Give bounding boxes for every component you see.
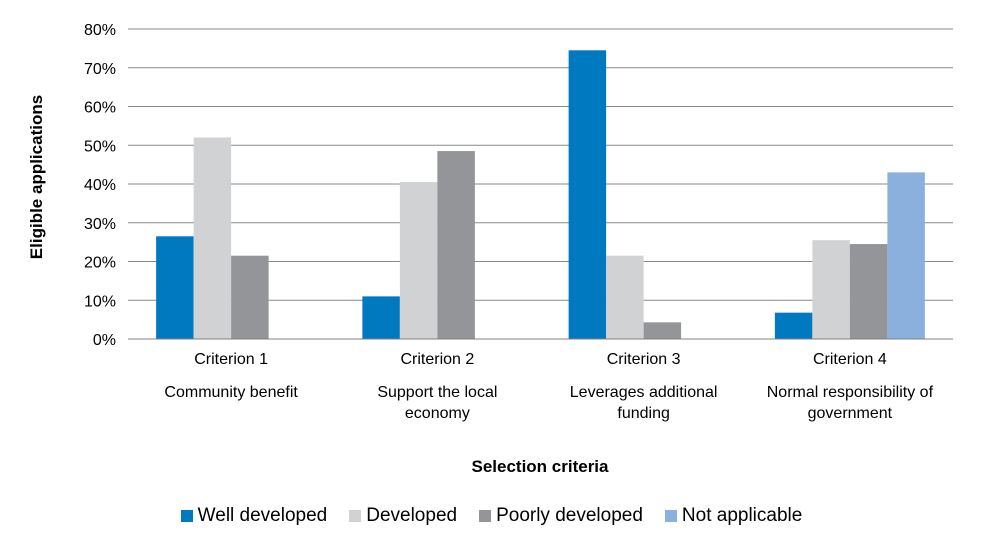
y-tick-label: 0% <box>93 332 116 349</box>
legend-item: Developed <box>349 505 457 527</box>
x-category-description: Leverages additional <box>570 384 718 401</box>
bar-poorly-developed <box>437 151 475 339</box>
legend-swatch <box>180 510 193 522</box>
bar-well-developed <box>568 50 607 339</box>
bar-chart: 0% 10% 20% 30% 40% 50% 60% 70% 80% Criterion 1 Co… <box>27 22 953 476</box>
bar-well-developed <box>156 236 194 339</box>
x-category-description: Community benefit <box>164 384 298 401</box>
x-category-description: government <box>808 405 893 422</box>
legend-swatch <box>479 510 492 522</box>
bar-poorly-developed <box>643 322 682 339</box>
x-category-label: Criterion 4 <box>813 351 887 368</box>
y-tick-label: 20% <box>84 255 116 272</box>
y-tick-label: 10% <box>84 293 116 310</box>
bar-well-developed <box>362 296 400 339</box>
bar-poorly-developed <box>849 244 888 339</box>
bar-developed <box>812 240 850 339</box>
x-category-description: Normal responsibility of <box>767 384 934 401</box>
y-tick-label: 50% <box>84 138 116 155</box>
legend: Well developed Developed Poorly developed N… <box>0 503 983 529</box>
x-axis-categories: Criterion 1 Community benefit Criterion 2 S… <box>164 351 933 422</box>
x-category-description: funding <box>617 405 670 422</box>
y-tick-label: 60% <box>84 100 116 117</box>
bar-developed <box>193 137 232 339</box>
bar-developed <box>606 255 644 339</box>
y-tick-label: 80% <box>84 22 116 39</box>
x-category-label: Criterion 1 <box>194 351 268 368</box>
bar-developed <box>399 182 438 339</box>
y-axis-title: Eligible applications <box>27 95 46 259</box>
bars <box>156 50 925 339</box>
legend-label: Poorly developed <box>496 505 643 526</box>
y-tick-label: 70% <box>84 61 116 78</box>
x-category-description: Support the local <box>377 384 497 401</box>
legend-item: Well developed <box>180 505 328 527</box>
y-axis-ticks: 0% 10% 20% 30% 40% 50% 60% 70% 80% <box>84 22 116 349</box>
legend-swatch <box>349 510 362 522</box>
bar-not-applicable <box>887 172 925 339</box>
bar-poorly-developed <box>231 255 269 339</box>
y-tick-label: 40% <box>84 177 116 194</box>
x-category-label: Criterion 3 <box>607 351 681 368</box>
legend-item: Not applicable <box>664 505 803 527</box>
legend-swatch <box>664 510 677 522</box>
legend-label: Developed <box>366 505 458 526</box>
x-category-description: economy <box>405 405 470 422</box>
legend-label: Well developed <box>197 505 328 526</box>
legend-item: Poorly developed <box>479 505 643 527</box>
x-category-label: Criterion 2 <box>400 351 474 368</box>
bar-well-developed <box>774 312 813 339</box>
x-axis-title: Selection criteria <box>471 457 609 476</box>
legend-label: Not applicable <box>681 505 803 526</box>
y-tick-label: 30% <box>84 216 116 233</box>
